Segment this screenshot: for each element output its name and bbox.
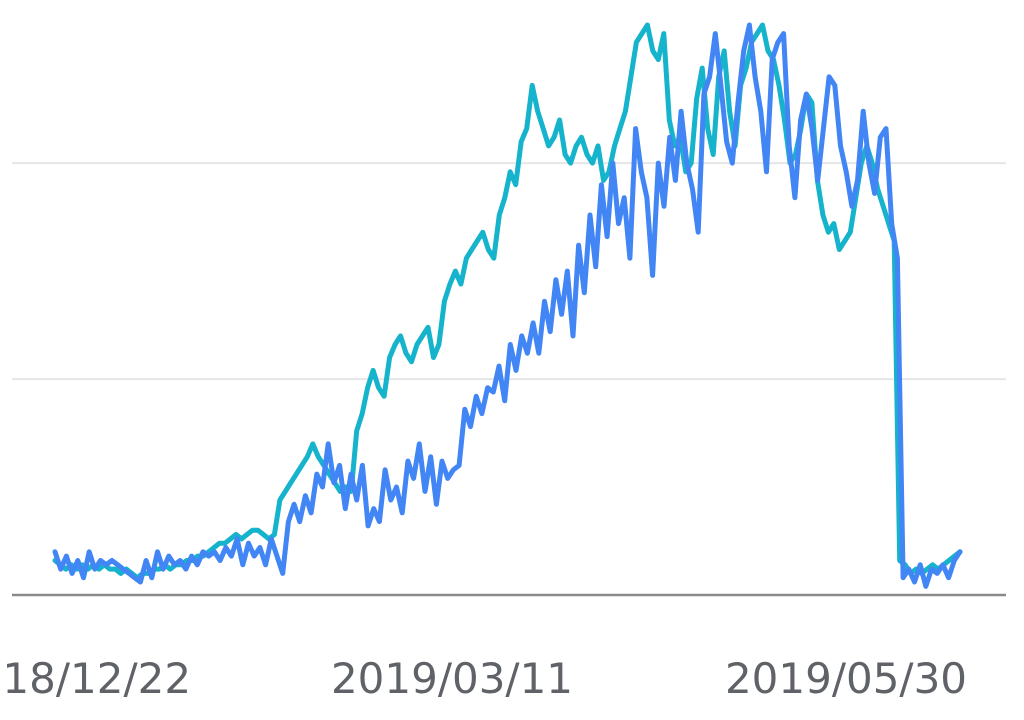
x-tick-label-1: 2018/12/22	[0, 654, 191, 703]
tick-layer: 2018/12/22 2019/03/11 2019/05/30	[0, 654, 967, 703]
series-layer	[52, 22, 963, 589]
series-line-2	[52, 22, 963, 589]
x-tick-label-3: 2019/05/30	[725, 654, 967, 703]
x-tick-label-2: 2019/03/11	[331, 654, 573, 703]
